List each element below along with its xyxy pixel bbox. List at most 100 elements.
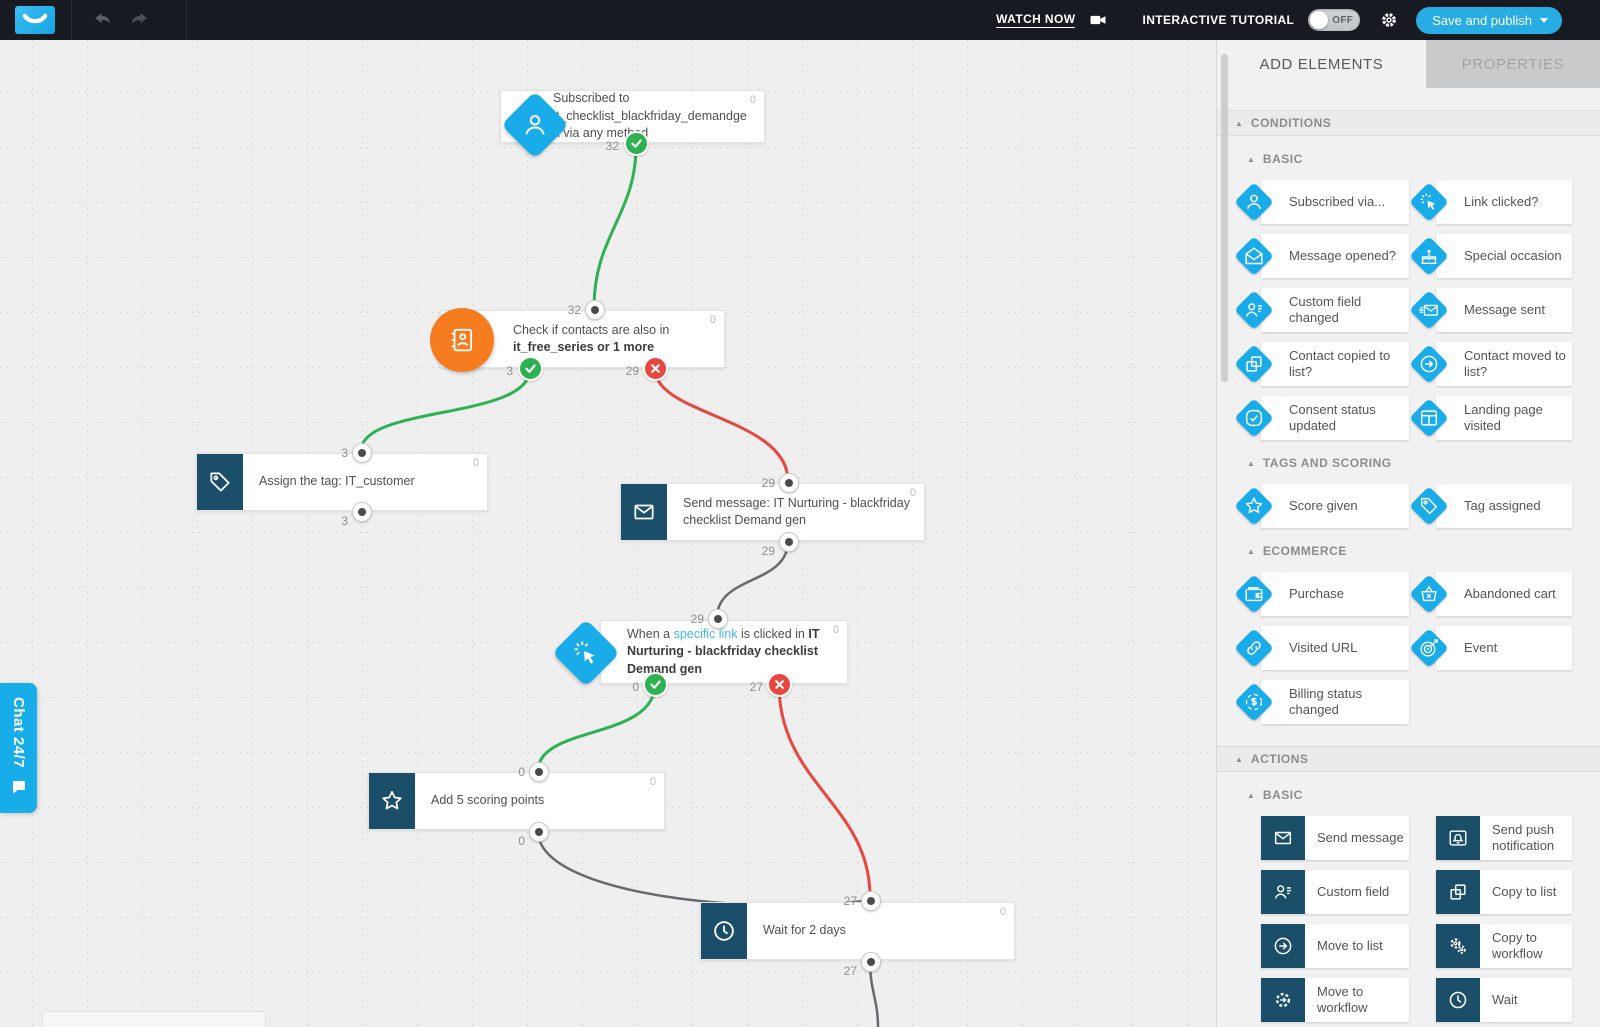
subsection-header-tags-scoring[interactable]: ▲ TAGS AND SCORING — [1247, 456, 1600, 470]
output-port[interactable] — [529, 822, 549, 842]
element-item-move-to-list[interactable]: Move to list — [1261, 924, 1409, 968]
node-link-clicked[interactable]: 0 When a specific link is clicked in IT … — [600, 609, 848, 697]
output-port[interactable] — [861, 952, 881, 972]
input-port[interactable] — [708, 609, 728, 629]
port-count-label: 32 — [605, 139, 619, 153]
cake-icon — [1409, 236, 1449, 276]
collapse-triangle-icon: ▲ — [1247, 154, 1255, 164]
edge-score-to-wait — [536, 830, 871, 907]
person-icon — [501, 91, 569, 159]
input-port[interactable] — [779, 473, 799, 493]
element-item-purchase[interactable]: Purchase — [1261, 572, 1409, 616]
element-item-subscribed-via[interactable]: Subscribed via... — [1261, 180, 1409, 224]
collapse-triangle-icon: ▲ — [1247, 458, 1255, 468]
item-label: Link clicked? — [1464, 194, 1539, 209]
element-item-visited-url[interactable]: Visited URL — [1261, 626, 1409, 670]
output-port[interactable] — [779, 532, 799, 552]
envelope-icon — [621, 484, 667, 540]
item-label: Contact moved to list? — [1464, 348, 1566, 379]
item-label: Copy to list — [1492, 884, 1557, 899]
output-port[interactable] — [352, 502, 372, 522]
canvas-minimap[interactable] — [42, 1011, 266, 1027]
element-item-landing-visited[interactable]: Landing page visited — [1436, 396, 1572, 440]
node-badge: 0 — [649, 776, 656, 788]
tab-properties[interactable]: PROPERTIES — [1425, 40, 1600, 88]
output-port-yes[interactable] — [518, 356, 543, 381]
output-port-no[interactable] — [767, 672, 792, 697]
watch-now-link[interactable]: WATCH NOW — [996, 12, 1076, 28]
element-item-copy-to-workflow[interactable]: Copy to workflow — [1436, 924, 1572, 968]
element-item-custom-field-changed[interactable]: Custom field changed — [1261, 288, 1409, 332]
item-label: Send message — [1317, 830, 1404, 845]
element-item-special-occasion[interactable]: Special occasion — [1436, 234, 1572, 278]
subsection-header-ecommerce[interactable]: ▲ ECOMMERCE — [1247, 544, 1600, 558]
port-count-label: 3 — [341, 446, 348, 460]
element-item-contact-copied[interactable]: Contact copied to list? — [1261, 342, 1409, 386]
undo-button[interactable] — [90, 7, 116, 33]
panel-scrollbar-thumb[interactable] — [1221, 54, 1228, 382]
port-count-label: 29 — [690, 612, 704, 626]
section-header-conditions[interactable]: ▲ CONDITIONS — [1217, 110, 1600, 136]
output-port-no[interactable] — [643, 356, 668, 381]
save-and-publish-label: Save and publish — [1432, 12, 1532, 28]
node-add-scoring-points[interactable]: 0 Add 5 scoring points 0 0 — [368, 762, 665, 848]
element-item-send-message[interactable]: Send message — [1261, 816, 1409, 860]
tutorial-toggle[interactable]: OFF — [1308, 9, 1361, 31]
person-icon — [1234, 182, 1274, 222]
item-label: Message sent — [1464, 302, 1545, 317]
node-wait[interactable]: 0 Wait for 2 days 27 27 — [700, 891, 1015, 978]
element-item-link-clicked[interactable]: Link clicked? — [1436, 180, 1572, 224]
chat-tab[interactable]: Chat 24/7 — [0, 683, 37, 813]
node-send-message[interactable]: 0 Send message: IT Nurturing - blackfrid… — [620, 473, 925, 558]
app-logo[interactable] — [15, 6, 55, 34]
basket-icon — [1409, 574, 1449, 614]
input-port[interactable] — [529, 762, 549, 782]
item-label: Special occasion — [1464, 248, 1562, 263]
collapse-triangle-icon: ▲ — [1247, 546, 1255, 556]
element-item-event[interactable]: Event — [1436, 626, 1572, 670]
element-item-message-opened[interactable]: Message opened? — [1261, 234, 1409, 278]
node-assign-tag[interactable]: 0 Assign the tag: IT_customer 3 3 — [196, 443, 488, 528]
element-item-billing-status[interactable]: Billing status changed — [1261, 680, 1409, 724]
element-item-contact-moved[interactable]: Contact moved to list? — [1436, 342, 1572, 386]
item-label: Custom field changed — [1289, 294, 1362, 325]
elements-panel: ADD ELEMENTS PROPERTIES ▲ CONDITIONS ▲ B… — [1216, 40, 1600, 1027]
push-icon — [1436, 816, 1480, 860]
element-item-consent-updated[interactable]: Consent status updated — [1261, 396, 1409, 440]
element-item-send-push[interactable]: Send push notification — [1436, 816, 1572, 860]
input-port[interactable] — [861, 891, 881, 911]
port-count-label: 27 — [843, 894, 857, 908]
element-item-abandoned-cart[interactable]: Abandoned cart — [1436, 572, 1572, 616]
element-item-copy-to-list[interactable]: Copy to list — [1436, 870, 1572, 914]
element-item-score-given[interactable]: Score given — [1261, 484, 1409, 528]
section-header-actions[interactable]: ▲ ACTIONS — [1217, 746, 1600, 772]
element-item-custom-field[interactable]: Custom field — [1261, 870, 1409, 914]
item-label: Wait — [1492, 992, 1518, 1007]
edge-link-no-to-wait — [777, 683, 872, 901]
item-label: Contact copied to list? — [1289, 348, 1391, 379]
element-item-tag-assigned[interactable]: Tag assigned — [1436, 484, 1572, 528]
node-subscribed[interactable]: 0 Subscribed to it_checklist_blackfriday… — [500, 90, 765, 156]
node-check-contacts[interactable]: 0 Check if contacts are also in it_free_… — [430, 300, 725, 381]
grid-dots — [0, 40, 1216, 1027]
subsection-header-actions-basic[interactable]: ▲ BASIC — [1247, 788, 1600, 802]
output-port-yes[interactable] — [624, 131, 649, 156]
edge-subscribed-to-check — [592, 145, 638, 309]
node-label: Wait for 2 days — [763, 923, 846, 938]
tab-add-elements[interactable]: ADD ELEMENTS — [1259, 55, 1384, 73]
element-item-move-to-workflow[interactable]: Move to workflow — [1261, 978, 1409, 1022]
settings-gear-icon[interactable] — [1380, 11, 1398, 29]
input-port[interactable] — [585, 300, 605, 320]
output-port-yes[interactable] — [643, 672, 668, 697]
element-item-wait[interactable]: Wait — [1436, 978, 1572, 1022]
input-port[interactable] — [352, 443, 372, 463]
save-and-publish-button[interactable]: Save and publish — [1416, 6, 1562, 34]
element-item-message-sent[interactable]: Message sent — [1436, 288, 1572, 332]
redo-button[interactable] — [126, 7, 152, 33]
subsection-header-basic[interactable]: ▲ BASIC — [1247, 152, 1600, 166]
specific-link[interactable]: specific link — [673, 626, 738, 641]
workflow-canvas[interactable]: 0 Subscribed to it_checklist_blackfriday… — [0, 40, 1216, 1027]
video-camera-icon[interactable] — [1088, 11, 1108, 29]
item-label: Billing status changed — [1289, 686, 1362, 717]
mail-open-icon — [1234, 236, 1274, 276]
